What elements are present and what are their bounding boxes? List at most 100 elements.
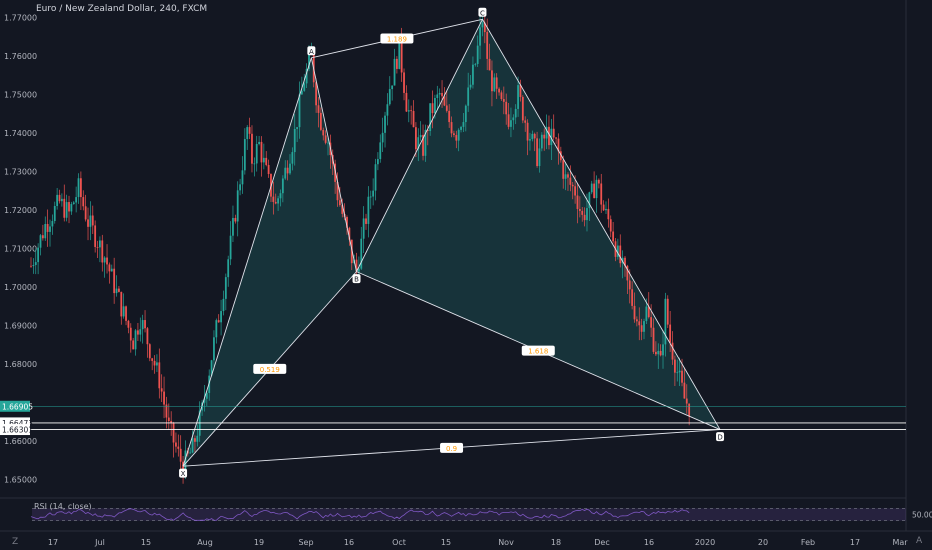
candle-body — [388, 89, 391, 105]
candle-body — [419, 134, 422, 138]
candle-body — [72, 202, 75, 205]
candle-body — [652, 327, 655, 352]
candle-body — [540, 134, 543, 149]
candle-body — [334, 163, 337, 182]
candle-body — [493, 77, 496, 92]
pattern-line-BC — [356, 19, 483, 272]
candle-body — [628, 280, 631, 290]
candle-body — [32, 265, 35, 267]
candle-body — [37, 247, 40, 263]
candle-body — [49, 226, 51, 232]
candle-body — [531, 133, 534, 140]
candle-body — [56, 194, 59, 206]
candle-body — [548, 126, 550, 146]
price-marker-box — [0, 417, 30, 429]
candle-body — [234, 217, 237, 222]
candle-body — [217, 320, 220, 323]
candle-body — [300, 90, 303, 95]
candle-body — [559, 151, 562, 161]
candle-body — [552, 128, 555, 138]
y-tick-label: 1.71000 — [4, 245, 37, 254]
point-label: D — [717, 434, 722, 442]
candle-body — [412, 110, 415, 128]
candle-body — [638, 321, 641, 326]
candle-body — [327, 142, 329, 144]
candle-body — [443, 96, 446, 106]
candle-body — [576, 195, 579, 209]
candle-body — [137, 330, 139, 335]
candle-body — [51, 221, 54, 227]
candle-body — [241, 170, 244, 185]
candle-body — [436, 94, 439, 99]
candle-body — [229, 235, 232, 260]
candle-body — [616, 245, 619, 257]
y-tick-label: 1.76000 — [4, 52, 37, 61]
candle-body — [434, 98, 436, 114]
candle-body — [179, 448, 182, 462]
timezone-icon[interactable]: Z — [12, 537, 19, 547]
candle-body — [495, 77, 498, 89]
candle-body — [279, 193, 282, 199]
candle-body — [657, 350, 660, 355]
x-tick-label: Sep — [298, 538, 313, 547]
candle-body — [488, 58, 491, 71]
candle-body — [322, 129, 325, 136]
rsi-indicator-label[interactable]: RSI (14, close) — [34, 502, 92, 511]
candle-body — [298, 94, 301, 128]
candle-body — [669, 324, 672, 343]
candle-body — [94, 225, 97, 247]
candle-body — [177, 446, 180, 449]
candle-body — [417, 137, 420, 150]
candle-body — [479, 27, 481, 46]
candle-body — [122, 306, 125, 317]
candle-body — [60, 198, 63, 202]
candle-body — [308, 54, 310, 69]
candle-body — [512, 117, 515, 121]
candle-body — [110, 268, 113, 272]
candle-body — [533, 133, 536, 139]
candle-body — [441, 92, 443, 97]
candle-body — [597, 179, 600, 184]
ratio-label: 1.189 — [387, 36, 407, 44]
candle-body — [203, 398, 206, 403]
candle-body — [536, 138, 538, 167]
candle-body — [84, 206, 87, 220]
x-tick-label: 15 — [141, 538, 151, 547]
candle-body — [232, 217, 234, 236]
candle-body — [91, 215, 94, 226]
candle-body — [336, 181, 339, 201]
candle-body — [79, 178, 82, 198]
candle-body — [148, 344, 151, 359]
candle-body — [365, 218, 367, 224]
y-tick-label: 1.72000 — [4, 206, 37, 215]
candle-body — [291, 152, 294, 164]
candle-body — [194, 438, 196, 442]
candle-body — [210, 360, 213, 376]
auto-scale-icon[interactable]: A — [916, 536, 923, 546]
candle-body — [448, 110, 451, 123]
candle-body — [277, 198, 280, 204]
candle-body — [357, 268, 360, 272]
candle-body — [645, 306, 648, 322]
candle-body — [253, 163, 256, 165]
y-tick-label: 1.68000 — [4, 360, 37, 369]
point-label-box — [716, 432, 725, 442]
candle-body — [163, 391, 165, 405]
candle-body — [355, 259, 358, 272]
x-tick-label: 18 — [551, 538, 561, 547]
candle-body — [267, 164, 270, 175]
candle-body — [158, 362, 161, 389]
candle-body — [507, 114, 510, 127]
candle-body — [469, 84, 472, 88]
candle-body — [222, 298, 225, 312]
candle-body — [96, 246, 99, 248]
candle-body — [262, 157, 265, 163]
x-tick-label: Mar — [892, 538, 908, 547]
candle-body — [498, 88, 500, 93]
candle-body — [120, 291, 123, 317]
x-tick-label: Dec — [594, 538, 609, 547]
rsi-level-label: 50.00 — [912, 511, 932, 520]
candle-body — [224, 277, 227, 299]
y-tick-label: 1.65000 — [4, 476, 37, 485]
